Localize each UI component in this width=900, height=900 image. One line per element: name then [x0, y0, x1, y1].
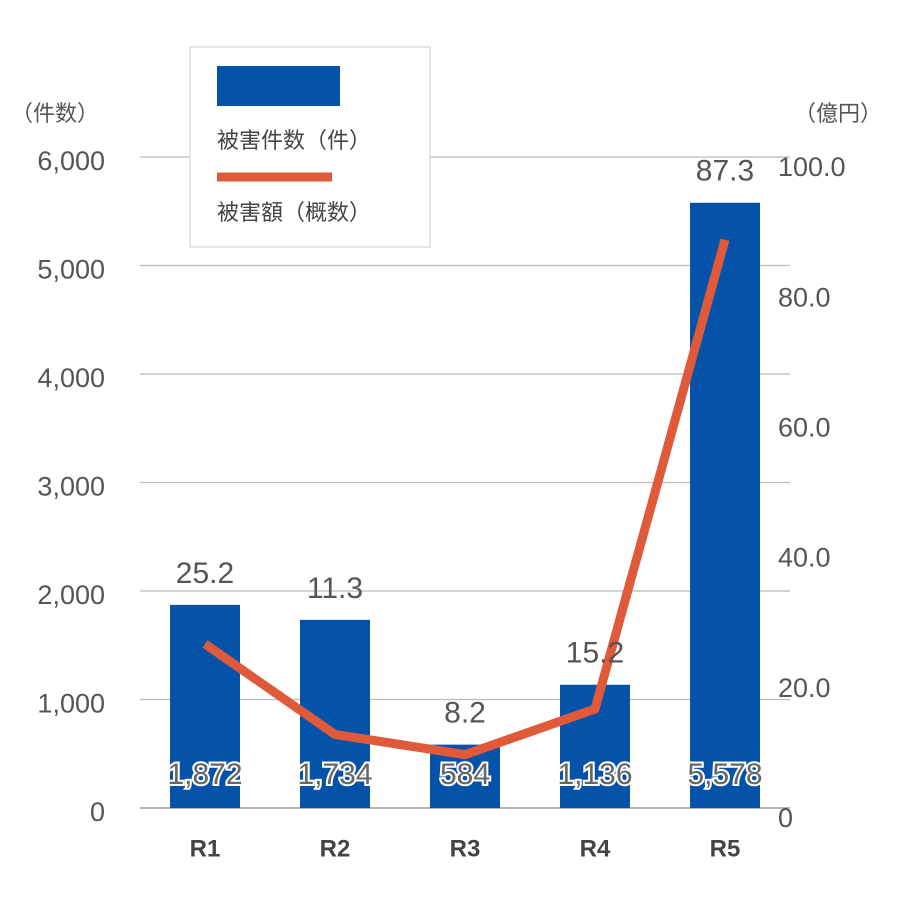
y-tick-label: 6,000	[37, 146, 105, 176]
y2-tick-label: 40.0	[778, 543, 831, 573]
x-tick-label: R3	[450, 835, 481, 862]
y-tick-label: 5,000	[37, 255, 105, 285]
y-tick-label: 1,000	[37, 689, 105, 719]
line-value-label: 8.2	[444, 697, 486, 730]
y-tick-label: 0	[90, 797, 105, 827]
bar-value-label: 1,734	[297, 758, 372, 791]
line	[202, 238, 730, 760]
line-value-label: 87.3	[696, 155, 754, 188]
x-tick-label: R5	[710, 835, 741, 862]
x-tick-label: R1	[190, 835, 221, 862]
y-tick-label: 3,000	[37, 472, 105, 502]
bar-value-label: 5,578	[687, 758, 762, 791]
legend-label: 被害額（概数）	[217, 200, 371, 225]
line-value-label: 25.2	[176, 557, 234, 590]
bar	[690, 202, 760, 809]
legend-swatch	[217, 66, 340, 106]
y2-tick-label: 100.0	[778, 152, 846, 182]
y2-tick-label: 80.0	[778, 282, 831, 312]
y-tick-label: 4,000	[37, 363, 105, 393]
y-tick-label: 2,000	[37, 580, 105, 610]
legend-label: 被害件数（件）	[217, 128, 371, 153]
bar-value-label: 1,136	[557, 758, 632, 791]
y-axis-label: （件数）	[11, 101, 99, 126]
line-value-label: 15.2	[566, 637, 624, 670]
y2-tick-label: 60.0	[778, 413, 831, 443]
bar	[170, 604, 240, 808]
y2-tick-label: 20.0	[778, 673, 831, 703]
x-tick-label: R4	[580, 835, 611, 862]
line-value-label: 11.3	[307, 572, 363, 605]
y2-tick-label: 0	[778, 803, 793, 833]
bar-value-label: 584	[440, 758, 490, 791]
y2-axis-label: （億円）	[794, 101, 882, 126]
bar-value-label: 1,872	[167, 758, 242, 791]
x-tick-label: R2	[320, 835, 351, 862]
